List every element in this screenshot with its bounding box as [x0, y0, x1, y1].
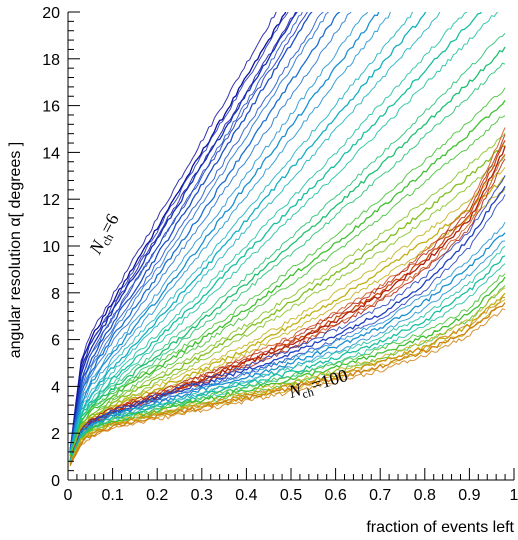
y-tick-label: 12 — [42, 192, 60, 209]
annotation-rest: =100 — [309, 365, 350, 395]
series-line-6-1 — [69, 12, 482, 457]
series-line-11-2 — [69, 127, 506, 459]
series-line-7-2 — [69, 32, 506, 458]
series-line-14-2 — [69, 221, 506, 460]
series-line-4-2 — [69, 12, 369, 451]
annotation-nch-0: Nch=6 — [85, 210, 126, 259]
y-tick-label: 2 — [51, 426, 60, 443]
series-line-9-2 — [69, 132, 506, 460]
annotation-sub: ch — [300, 385, 315, 402]
x-tick-label: 0.1 — [101, 487, 123, 504]
series-line-13-2 — [69, 175, 506, 460]
ticks-layer: 0 0.1 0.2 0.3 0.4 0.5 0.6 0.7 0.8 0.9 102468101214… — [42, 5, 518, 504]
series-line-10-0 — [69, 188, 506, 459]
series-line-2-2 — [69, 12, 303, 452]
series-line-3-1 — [69, 12, 341, 454]
series-line-5-0 — [69, 12, 441, 453]
y-tick-label: 16 — [42, 99, 60, 116]
series-line-17-2 — [69, 287, 506, 465]
series-line-8-1 — [69, 100, 506, 457]
series-line-1-2 — [69, 12, 289, 449]
series-line-16-2 — [69, 273, 506, 464]
series-line-4-0 — [69, 12, 391, 456]
series-line-18-0 — [69, 308, 506, 466]
series-line-12-2 — [69, 134, 506, 461]
y-tick-label: 14 — [42, 145, 60, 162]
series-line-1-1 — [69, 12, 298, 451]
series-line-16-1 — [69, 276, 506, 465]
series-line-10-2 — [69, 166, 506, 457]
y-tick-label: 6 — [51, 333, 60, 350]
series-line-7-0 — [69, 62, 506, 460]
x-tick-label: 0.4 — [235, 487, 257, 504]
series-line-8-0 — [69, 115, 506, 461]
series-line-5-1 — [69, 12, 430, 456]
y-tick-label: 10 — [42, 239, 60, 256]
series-line-13-0 — [69, 194, 506, 463]
series-line-13-1 — [69, 185, 506, 462]
series-line-2-0 — [69, 12, 324, 452]
series-line-10-1 — [69, 175, 506, 461]
y-tick-label: 0 — [51, 473, 60, 490]
x-tick-label: 0.8 — [414, 487, 436, 504]
x-tick-label: 0 — [64, 487, 73, 504]
series-line-8-2 — [69, 87, 506, 459]
series-line-0-2 — [69, 12, 277, 449]
series-line-14-1 — [69, 232, 506, 461]
series-line-2-1 — [69, 12, 313, 451]
x-tick-label: 0.9 — [458, 487, 480, 504]
series-line-9-1 — [69, 145, 506, 460]
series-line-3-2 — [69, 12, 330, 453]
series-line-15-2 — [69, 245, 506, 462]
series-line-17-1 — [69, 292, 506, 464]
series-line-9-0 — [69, 155, 506, 460]
y-axis-label: angular resolution α[ degrees ] — [7, 142, 24, 359]
series-line-6-0 — [69, 12, 499, 455]
x-axis-label: fraction of events left — [366, 519, 514, 536]
series-line-3-0 — [69, 12, 352, 452]
series-line-0-1 — [69, 12, 287, 453]
series-line-4-1 — [69, 12, 380, 453]
x-tick-label: 0.3 — [191, 487, 213, 504]
x-tick-label: 0.6 — [324, 487, 346, 504]
series-line-7-1 — [69, 46, 506, 456]
series-line-5-2 — [69, 12, 414, 452]
series-line-0-0 — [69, 12, 297, 452]
series-line-18-2 — [69, 296, 506, 466]
y-tick-label: 8 — [51, 286, 60, 303]
y-tick-label: 18 — [42, 52, 60, 69]
y-tick-label: 4 — [51, 379, 60, 396]
series-line-14-0 — [69, 240, 506, 462]
y-tick-label: 20 — [42, 5, 60, 22]
series-line-6-2 — [69, 12, 468, 454]
series-layer — [69, 12, 506, 466]
annotation-rest: =6 — [96, 210, 123, 236]
x-tick-label: 0.5 — [280, 487, 302, 504]
x-tick-label: 1 — [510, 487, 518, 504]
x-tick-label: 0.2 — [146, 487, 168, 504]
x-tick-label: 0.7 — [369, 487, 391, 504]
